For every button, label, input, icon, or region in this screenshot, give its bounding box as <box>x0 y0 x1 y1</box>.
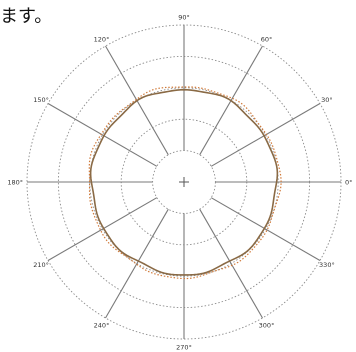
spoke-line <box>210 103 321 167</box>
series-line <box>88 86 282 280</box>
angle-tick-label: 120° <box>94 36 110 44</box>
angle-tick-label: 180° <box>7 179 23 187</box>
spoke-line <box>105 208 169 319</box>
center-marker <box>179 177 189 187</box>
angle-tick-label: 330° <box>319 261 335 269</box>
spoke-line <box>47 197 158 261</box>
angle-tick-label: 30° <box>321 96 333 104</box>
spoke-line <box>210 197 321 261</box>
spoke-line <box>47 103 158 167</box>
angle-tick-label: 60° <box>261 36 273 44</box>
angle-tick-label: 150° <box>33 96 49 104</box>
header-text: ます。 <box>0 6 53 27</box>
angle-tick-label: 210° <box>33 261 49 269</box>
angle-tick-label: 300° <box>259 321 275 329</box>
spokes-layer <box>27 25 341 339</box>
angle-tick-label: 270° <box>176 344 192 352</box>
series-line <box>89 88 279 276</box>
spoke-line <box>199 208 263 319</box>
labels-layer: 0° 30° 60° 90° 120° 150° 180° 210° 240° 270° 300° 3… <box>7 14 352 352</box>
angle-tick-label: 0° <box>345 179 352 187</box>
angle-tick-label: 90° <box>178 14 190 22</box>
series-layer <box>88 86 282 280</box>
angle-tick-label: 240° <box>94 321 110 329</box>
